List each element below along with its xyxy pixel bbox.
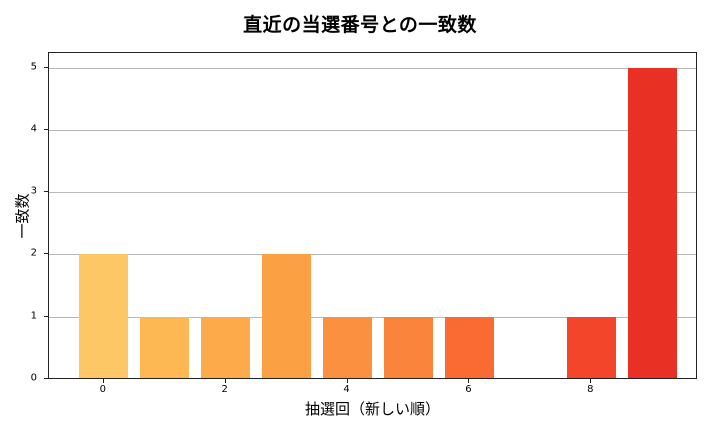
x-tick (590, 379, 592, 383)
y-tick (44, 378, 48, 379)
x-tick (346, 379, 348, 383)
gridline (49, 254, 696, 256)
plot-area (48, 52, 697, 379)
y-tick (44, 66, 48, 68)
bar (445, 316, 494, 378)
bar (262, 254, 312, 378)
x-tick (102, 379, 104, 383)
y-tick-label: 4 (30, 123, 37, 135)
y-tick-label: 0 (30, 372, 37, 384)
gridline (49, 129, 696, 131)
y-axis-label: 一致数 (13, 193, 32, 239)
x-tick-label: 6 (465, 384, 472, 395)
x-tick-label: 2 (221, 384, 228, 395)
bar (384, 316, 433, 378)
x-tick-label: 8 (587, 384, 594, 395)
x-tick-label: 4 (343, 384, 350, 395)
bar (201, 316, 251, 378)
gridline (49, 192, 696, 194)
y-tick (44, 191, 48, 193)
y-tick-label: 2 (30, 247, 37, 259)
y-tick-label: 5 (30, 61, 37, 73)
bar (323, 316, 372, 378)
y-tick (44, 315, 48, 317)
y-tick (44, 253, 48, 255)
bar (627, 67, 677, 378)
bar (566, 316, 616, 378)
bar (140, 316, 190, 378)
y-tick-label: 3 (30, 185, 37, 197)
y-tick-label: 1 (30, 310, 37, 322)
x-axis-label: 抽選回（新しい順） (304, 400, 440, 418)
chart-title: 直近の当選番号との一致数 (243, 14, 477, 36)
gridline (49, 316, 696, 318)
x-tick (224, 379, 226, 383)
gridline (49, 67, 696, 69)
bar (79, 254, 129, 378)
y-tick (44, 128, 48, 130)
x-tick (468, 379, 470, 383)
x-tick-label: 0 (99, 384, 107, 395)
